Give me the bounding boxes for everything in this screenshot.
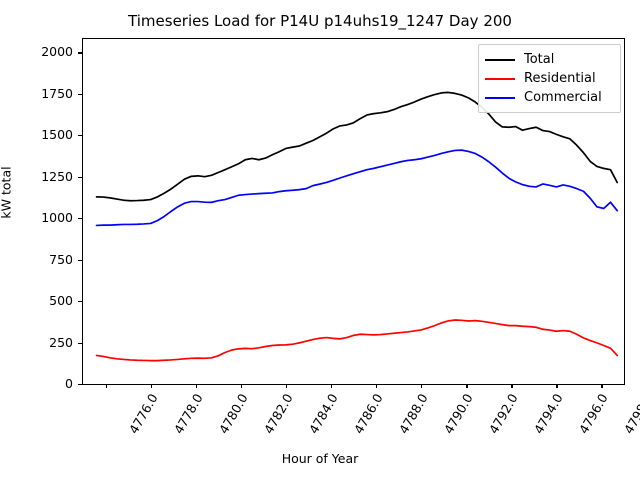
x-tick-mark — [601, 384, 603, 388]
x-tick-mark — [330, 384, 333, 388]
y-tick-mark — [78, 342, 82, 344]
legend-swatch-residential — [485, 77, 515, 80]
x-tick-mark — [240, 384, 243, 388]
chart-legend: Total Residential Commercial — [478, 44, 621, 113]
series-line-residential — [95, 319, 619, 362]
x-tick-label: 4786.0 — [350, 391, 386, 437]
legend-label-total: Total — [524, 52, 555, 67]
legend-label-residential: Residential — [524, 71, 596, 86]
series-line-commercial — [95, 149, 619, 227]
legend-item-total[interactable]: Total — [485, 50, 614, 69]
x-tick-label: 4778.0 — [170, 391, 206, 437]
y-tick-label: 1000 — [41, 210, 73, 226]
legend-label-commercial: Commercial — [524, 90, 602, 105]
x-tick-label: 4782.0 — [260, 391, 296, 437]
legend-swatch-total — [485, 58, 515, 61]
y-tick-label: 250 — [49, 334, 73, 350]
y-tick-label: 1250 — [41, 168, 73, 184]
x-tick-label: 4784.0 — [305, 391, 341, 437]
x-tick-mark — [556, 384, 558, 388]
x-tick-label: 4788.0 — [395, 391, 431, 437]
y-tick-mark — [78, 259, 82, 261]
x-tick-mark — [466, 384, 468, 388]
y-axis-label: kW total — [0, 166, 14, 219]
x-tick-label: 4776.0 — [125, 391, 161, 437]
y-tick-label: 750 — [49, 251, 73, 267]
y-tick-label: 2000 — [41, 44, 73, 60]
legend-swatch-commercial — [485, 96, 515, 99]
y-tick-mark — [78, 384, 82, 386]
x-tick-mark — [105, 384, 107, 388]
x-tick-mark — [421, 384, 423, 388]
x-axis-label: Hour of Year — [281, 451, 359, 466]
y-tick-mark — [78, 52, 82, 54]
y-tick-mark — [78, 301, 82, 303]
y-tick-label: 0 — [65, 376, 73, 391]
x-tick-mark — [511, 384, 513, 388]
x-tick-mark — [285, 384, 288, 388]
legend-item-residential[interactable]: Residential — [485, 69, 614, 88]
series-lines — [95, 91, 619, 362]
y-tick-mark — [78, 93, 82, 96]
x-tick-label: 4794.0 — [531, 391, 567, 437]
x-tick-label: 4798.0 — [621, 391, 640, 437]
x-tick-label: 4796.0 — [576, 391, 612, 437]
y-tick-mark — [78, 176, 82, 178]
legend-item-commercial[interactable]: Commercial — [485, 88, 614, 107]
x-tick-mark — [376, 384, 378, 388]
x-tick-mark — [150, 384, 152, 388]
y-tick-label: 500 — [49, 293, 73, 309]
x-tick-label: 4780.0 — [215, 391, 251, 437]
y-tick-label: 1750 — [41, 85, 73, 101]
y-tick-label: 1500 — [41, 127, 73, 143]
x-tick-mark — [195, 384, 197, 388]
x-tick-label: 4790.0 — [441, 391, 476, 437]
x-tick-label: 4792.0 — [486, 391, 521, 437]
y-tick-mark — [78, 218, 82, 220]
plot-area — [82, 38, 625, 385]
chart-title: Timeseries Load for P14U p14uhs19_1247 D… — [128, 12, 512, 30]
series-line-total — [95, 91, 619, 202]
y-tick-mark — [78, 135, 82, 137]
